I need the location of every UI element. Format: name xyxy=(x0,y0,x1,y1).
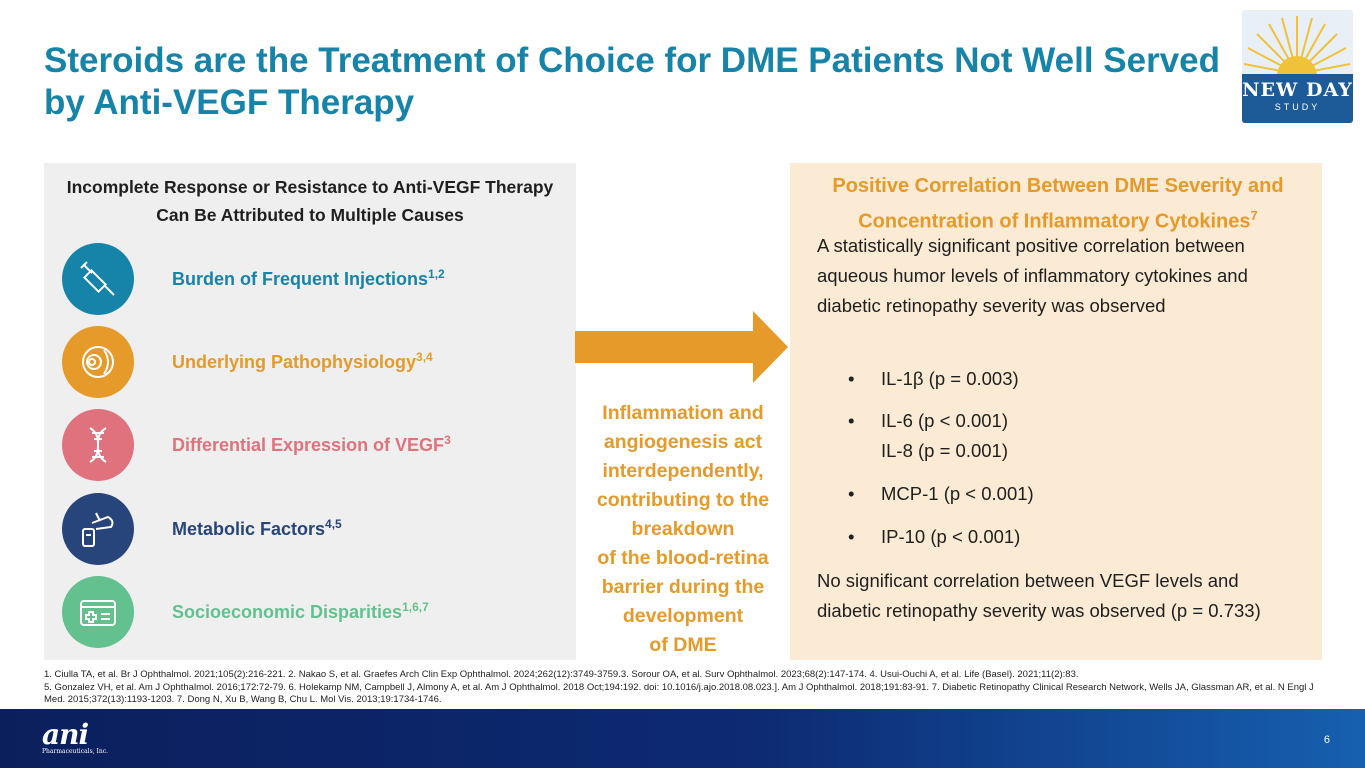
causes-panel: Incomplete Response or Resistance to Ant… xyxy=(44,163,576,660)
cause-label: Underlying Pathophysiology3,4 xyxy=(172,350,433,372)
correlation-intro: A statistically significant positive cor… xyxy=(817,235,1248,316)
page-number: 6 xyxy=(1323,734,1330,746)
inflammation-caption: Inflammation and angiogenesis act interd… xyxy=(596,402,770,656)
correlation-heading: Positive Correlation Between DME Severit… xyxy=(832,175,1284,233)
cause-item-injections: Burden of Frequent Injections1,2 xyxy=(62,243,562,315)
sunrise-icon xyxy=(1243,16,1351,80)
cause-item-pathophysiology: Underlying Pathophysiology3,4 xyxy=(62,326,562,398)
cause-item-metabolic: Metabolic Factors4,5 xyxy=(62,493,562,565)
cytokine-bullet: IP-10 (p < 0.001) xyxy=(848,522,1268,552)
cause-item-vegf: Differential Expression of VEGF3 xyxy=(62,409,562,481)
new-day-study-logo: NEW DAY STUDY xyxy=(1242,10,1353,123)
cytokine-bullet: IL-1β (p = 0.003) xyxy=(848,364,1268,394)
right-arrow xyxy=(575,311,788,383)
logo-name: NEW DAY xyxy=(1242,79,1353,101)
health-card-icon xyxy=(62,576,134,648)
references: 1. Ciulla TA, et al. Br J Ophthalmol. 20… xyxy=(44,669,1314,705)
cause-label: Differential Expression of VEGF3 xyxy=(172,433,451,455)
correlation-panel: Positive Correlation Between DME Severit… xyxy=(790,163,1322,660)
syringe-icon xyxy=(62,243,134,315)
glucose-meter-icon xyxy=(62,493,134,565)
cytokine-bullet: IL-6 (p < 0.001) IL-8 (p = 0.001) xyxy=(848,406,1268,466)
cause-label: Burden of Frequent Injections1,2 xyxy=(172,267,445,289)
causes-heading: Incomplete Response or Resistance to Ant… xyxy=(66,177,554,225)
cytokine-bullet: MCP-1 (p < 0.001) xyxy=(848,479,1268,509)
slide-title: Steroids are the Treatment of Choice for… xyxy=(44,41,1221,122)
dna-icon xyxy=(62,409,134,481)
ani-logo: ani Pharmaceuticals, Inc. xyxy=(42,718,108,756)
cause-item-socioeconomic: Socioeconomic Disparities1,6,7 xyxy=(62,576,562,648)
cause-label: Socioeconomic Disparities1,6,7 xyxy=(172,600,429,622)
cause-label: Metabolic Factors4,5 xyxy=(172,517,342,539)
vegf-conclusion: No significant correlation between VEGF … xyxy=(817,570,1261,621)
logo-subtitle: STUDY xyxy=(1274,102,1321,112)
eye-icon xyxy=(62,326,134,398)
footer-bar: ani Pharmaceuticals, Inc. 6 xyxy=(0,709,1365,768)
